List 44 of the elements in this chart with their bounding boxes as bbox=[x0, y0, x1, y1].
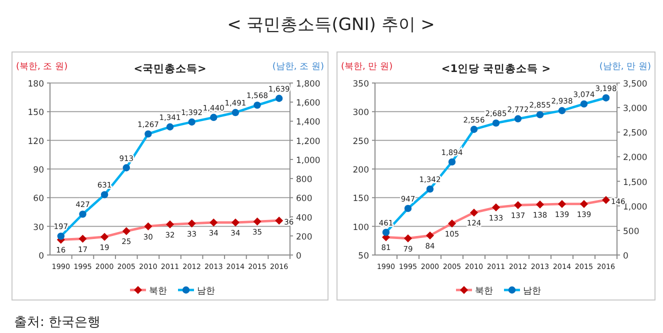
legend-label: 북한 bbox=[149, 286, 167, 296]
y-tick-label: 30 bbox=[33, 222, 44, 233]
y-tick-label: 90 bbox=[33, 166, 44, 176]
source-note: 출처: 한국은행 bbox=[14, 315, 101, 330]
y-axis-title: (북한, 조 원) bbox=[16, 62, 68, 72]
legend-label: 남한 bbox=[197, 286, 215, 296]
y-tick-label: 300 bbox=[352, 108, 369, 118]
y2-tick-label: 2,000 bbox=[623, 153, 648, 164]
y2-tick-label: 600 bbox=[296, 194, 312, 204]
y-tick-label: 50 bbox=[358, 252, 369, 262]
y-tick-label: 0 bbox=[38, 252, 44, 262]
legend-label: 남한 bbox=[523, 286, 541, 296]
legend-label: 북한 bbox=[475, 286, 493, 296]
text: < 국민총소득(GNI) 추이 > bbox=[227, 15, 435, 35]
y2-tick-label: 1,600 bbox=[296, 98, 320, 109]
y2-axis-title: (남한, 만 원) bbox=[599, 62, 651, 72]
y2-tick-label: 0 bbox=[296, 252, 302, 262]
y2-tick-label: 400 bbox=[296, 213, 312, 224]
y2-tick-label: 500 bbox=[623, 226, 640, 237]
y-tick-label: 60 bbox=[33, 194, 44, 204]
y-tick-label: 100 bbox=[352, 222, 369, 233]
y2-tick-label: 1,500 bbox=[623, 178, 648, 188]
chart-title: <국민총소득> bbox=[134, 63, 206, 75]
y2-tick-label: 2,500 bbox=[623, 128, 648, 139]
y2-tick-label: 3,000 bbox=[623, 104, 648, 114]
y2-tick-label: 1,000 bbox=[296, 156, 320, 166]
chart-title: <1인당 국민총소득 > bbox=[441, 63, 551, 75]
y-tick-label: 350 bbox=[352, 80, 369, 90]
y2-tick-label: 1,000 bbox=[623, 202, 648, 212]
y-tick-label: 200 bbox=[352, 166, 369, 176]
y-tick-label: 250 bbox=[352, 136, 369, 147]
y2-tick-label: 800 bbox=[296, 175, 312, 186]
y2-axis-title: (남한, 조 원) bbox=[272, 62, 324, 72]
y2-tick-label: 1,200 bbox=[296, 136, 320, 147]
y-tick-label: 150 bbox=[352, 194, 369, 204]
y-axis-title: (북한, 만 원) bbox=[341, 62, 393, 72]
y-tick-label: 150 bbox=[28, 108, 44, 118]
y-tick-label: 180 bbox=[28, 80, 44, 90]
y2-tick-label: 200 bbox=[296, 232, 312, 242]
y2-tick-label: 1,400 bbox=[296, 118, 320, 128]
y-tick-label: 120 bbox=[28, 136, 44, 147]
y2-tick-label: 1,800 bbox=[296, 80, 320, 90]
y2-tick-label: 0 bbox=[623, 252, 628, 262]
y2-tick-label: 3,500 bbox=[623, 80, 648, 90]
